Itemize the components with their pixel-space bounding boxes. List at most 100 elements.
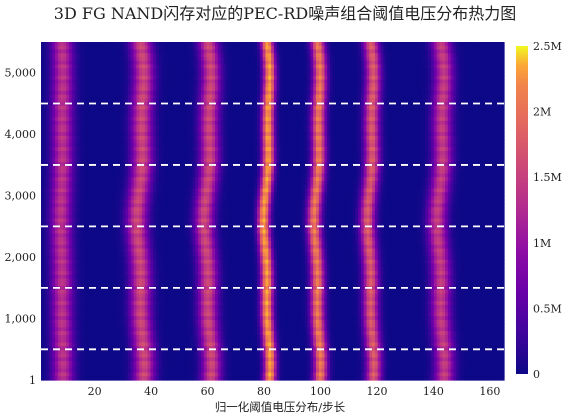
heatmap-cell — [71, 60, 76, 66]
heatmap-cell — [212, 87, 216, 92]
heatmap-cell — [459, 94, 463, 99]
heatmap-cell — [358, 105, 362, 111]
heatmap-cell — [245, 105, 250, 111]
heatmap-cell — [46, 42, 51, 47]
heatmap-cell — [419, 98, 424, 103]
heatmap-cell — [363, 90, 368, 96]
heatmap-cell — [113, 90, 118, 96]
heatmap-cell — [245, 109, 250, 114]
heatmap-cell — [130, 53, 135, 58]
heatmap-cell — [445, 68, 449, 73]
heatmap-cell — [374, 75, 379, 81]
heatmap-cell — [85, 42, 90, 47]
heatmap-cell — [119, 68, 123, 73]
heatmap-cell — [327, 60, 331, 66]
heatmap-cell — [492, 94, 497, 99]
heatmap-cell — [156, 49, 160, 54]
heatmap-cell — [400, 49, 404, 54]
heatmap-cell — [450, 49, 455, 54]
heatmap-cell — [248, 79, 253, 84]
heatmap-cell — [285, 94, 289, 99]
heatmap-cell — [170, 53, 174, 58]
heatmap-cell — [411, 45, 415, 51]
heatmap-cell — [315, 68, 320, 73]
heatmap-cell — [57, 113, 62, 118]
heatmap-cell — [142, 60, 146, 66]
heatmap-cell — [285, 105, 289, 111]
heatmap-cell — [60, 94, 65, 99]
heatmap-cell — [167, 79, 171, 84]
heatmap-cell — [119, 94, 123, 99]
heatmap-cell — [447, 57, 452, 62]
heatmap-cell — [156, 98, 160, 103]
heatmap-cell — [464, 64, 469, 69]
heatmap-cell — [55, 49, 59, 54]
heatmap-cell — [133, 105, 138, 111]
heatmap-cell — [394, 75, 398, 81]
heatmap-cell — [57, 79, 62, 84]
heatmap-cell — [470, 83, 474, 88]
heatmap-cell — [470, 98, 474, 103]
heatmap-cell — [296, 83, 300, 88]
heatmap-cell — [147, 53, 152, 58]
heatmap-cell — [113, 105, 118, 111]
heatmap-cell — [355, 49, 359, 54]
heatmap-cell — [184, 49, 188, 54]
heatmap-cell — [377, 49, 382, 54]
heatmap-cell — [453, 60, 457, 66]
heatmap-cell — [310, 109, 314, 114]
heatmap-cell — [229, 102, 233, 107]
heatmap-cell — [422, 105, 427, 111]
heatmap-cell — [419, 75, 424, 81]
heatmap-cell — [243, 83, 247, 88]
heatmap-cell — [181, 83, 185, 88]
heatmap-cell — [130, 87, 135, 92]
heatmap-cell — [83, 72, 87, 77]
heatmap-cell — [369, 64, 373, 69]
heatmap-cell — [467, 75, 471, 81]
heatmap-cell — [200, 94, 205, 99]
heatmap-cell — [402, 72, 407, 77]
heatmap-cell — [184, 57, 188, 62]
heatmap-cell — [127, 42, 132, 47]
heatmap-cell — [113, 60, 118, 66]
heatmap-cell — [346, 75, 351, 81]
heatmap-cell — [217, 94, 222, 99]
heatmap-cell — [349, 94, 354, 99]
heatmap-cell — [315, 53, 320, 58]
heatmap-cell — [405, 105, 410, 111]
heatmap-cell — [315, 79, 320, 84]
heatmap-cell — [184, 113, 188, 118]
heatmap-cell — [268, 60, 272, 66]
heatmap-cell — [161, 72, 166, 77]
heatmap-cell — [352, 109, 356, 114]
heatmap-cell — [487, 105, 491, 111]
heatmap-cell — [299, 57, 303, 62]
heatmap-cell — [489, 68, 494, 73]
heatmap-cell — [478, 87, 483, 92]
heatmap-cell — [301, 79, 306, 84]
heatmap-cell — [422, 90, 427, 96]
heatmap-cell — [91, 98, 95, 103]
heatmap-cell — [436, 87, 441, 92]
heatmap-cell — [360, 72, 365, 77]
heatmap-cell — [142, 68, 146, 73]
heatmap-cell — [237, 83, 241, 88]
heatmap-cell — [178, 53, 182, 58]
heatmap-cell — [366, 79, 370, 84]
heatmap-cell — [57, 42, 62, 47]
heatmap-cell — [60, 98, 65, 103]
heatmap-cell — [276, 45, 281, 51]
heatmap-cell — [313, 57, 317, 62]
heatmap-cell — [212, 83, 216, 88]
heatmap-cell — [265, 105, 269, 111]
heatmap-cell — [346, 102, 351, 107]
heatmap-cell — [226, 83, 230, 88]
heatmap-cell — [383, 75, 387, 81]
heatmap-cell — [414, 60, 418, 66]
heatmap-cell — [400, 68, 404, 73]
heatmap-cell — [262, 79, 267, 84]
heatmap-cell — [198, 49, 202, 54]
heatmap-cell — [425, 64, 429, 69]
heatmap-cell — [304, 42, 309, 47]
